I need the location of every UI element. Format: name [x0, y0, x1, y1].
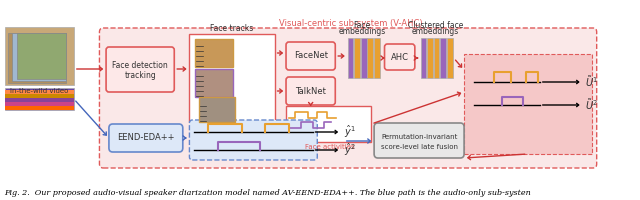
Text: embeddings: embeddings — [412, 27, 460, 36]
FancyBboxPatch shape — [286, 42, 335, 70]
Bar — [427, 38, 433, 78]
Bar — [4, 106, 74, 110]
Bar — [195, 39, 233, 67]
Bar — [4, 94, 74, 98]
Text: $\hat{y}^2$: $\hat{y}^2$ — [344, 142, 355, 158]
Bar — [4, 102, 74, 106]
Text: $\hat{y}^1$: $\hat{y}^1$ — [344, 124, 356, 140]
Text: embeddings: embeddings — [338, 27, 385, 36]
Text: Face detection: Face detection — [112, 60, 168, 70]
Text: $\tilde{U}^2$: $\tilde{U}^2$ — [586, 98, 598, 112]
FancyBboxPatch shape — [385, 44, 415, 70]
Bar — [434, 38, 440, 78]
Bar — [440, 38, 446, 78]
Text: TalkNet: TalkNet — [295, 86, 326, 96]
Text: EEND-EDA++: EEND-EDA++ — [117, 134, 175, 142]
Text: Visual-centric sub-system (V-AHC): Visual-centric sub-system (V-AHC) — [278, 19, 422, 28]
FancyBboxPatch shape — [189, 120, 317, 160]
Bar — [195, 69, 233, 97]
Text: Face: Face — [353, 21, 371, 30]
Bar — [8, 33, 67, 83]
Bar — [17, 33, 67, 79]
Bar — [464, 54, 592, 154]
FancyBboxPatch shape — [109, 124, 183, 152]
Text: tracking: tracking — [124, 71, 156, 79]
FancyBboxPatch shape — [99, 28, 596, 168]
Text: $\tilde{U}^1$: $\tilde{U}^1$ — [586, 75, 598, 89]
Bar — [189, 34, 275, 122]
Bar — [286, 106, 371, 142]
Bar — [420, 38, 426, 78]
Bar — [348, 38, 353, 78]
Bar — [367, 38, 373, 78]
FancyBboxPatch shape — [374, 123, 464, 158]
Bar — [374, 38, 380, 78]
FancyBboxPatch shape — [286, 77, 335, 105]
FancyBboxPatch shape — [106, 47, 174, 92]
Bar — [4, 88, 74, 110]
Bar — [361, 38, 367, 78]
Text: AHC: AHC — [390, 52, 409, 62]
Bar — [12, 33, 67, 81]
Text: Permutation-invariant: Permutation-invariant — [381, 134, 458, 140]
Text: Face tracks: Face tracks — [211, 24, 253, 33]
Bar — [4, 90, 74, 94]
Bar — [4, 27, 74, 85]
Text: Fig. 2.  Our proposed audio-visual speaker diarization model named AV-EEND-EDA++: Fig. 2. Our proposed audio-visual speake… — [4, 189, 531, 197]
Text: score-level late fusion: score-level late fusion — [381, 144, 458, 150]
Bar — [447, 38, 452, 78]
Text: Face activities: Face activities — [305, 144, 355, 150]
Bar — [4, 98, 74, 102]
Bar — [354, 38, 360, 78]
Bar — [199, 97, 235, 122]
Text: FaceNet: FaceNet — [294, 51, 328, 60]
Text: In-the-wild video: In-the-wild video — [10, 88, 68, 94]
Text: Clustered face: Clustered face — [408, 21, 463, 30]
